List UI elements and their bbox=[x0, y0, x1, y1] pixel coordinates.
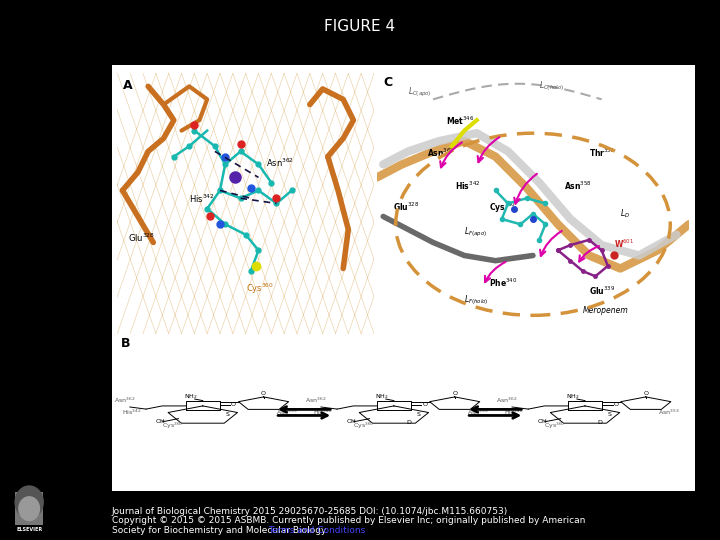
Text: O: O bbox=[261, 392, 266, 396]
Text: Journal of Biological Chemistry 2015 29025670-25685 DOI: (10.1074/jbc.M115.66075: Journal of Biological Chemistry 2015 290… bbox=[112, 507, 508, 516]
Text: OH: OH bbox=[156, 420, 165, 424]
FancyBboxPatch shape bbox=[112, 65, 695, 491]
Polygon shape bbox=[15, 492, 43, 525]
Text: A: A bbox=[122, 79, 132, 92]
Text: O: O bbox=[422, 402, 427, 407]
Text: Asn$^{353}$: Asn$^{353}$ bbox=[467, 407, 488, 416]
Text: His$^{342}$: His$^{342}$ bbox=[189, 193, 215, 205]
Text: Asn$^{353}$: Asn$^{353}$ bbox=[658, 407, 680, 416]
Text: Cys$^{360}$: Cys$^{360}$ bbox=[162, 421, 184, 431]
Text: Glu$^{328}$: Glu$^{328}$ bbox=[392, 201, 419, 213]
Text: C: C bbox=[383, 76, 392, 89]
Bar bbox=[467, 400, 524, 424]
Text: S: S bbox=[225, 412, 229, 417]
Text: Meropenem: Meropenem bbox=[583, 306, 629, 315]
Text: S: S bbox=[416, 412, 420, 417]
Text: Met$^{346}$: Met$^{346}$ bbox=[446, 115, 474, 127]
Text: Copyright © 2015 © 2015 ASBMB. Currently published by Elsevier Inc; originally p: Copyright © 2015 © 2015 ASBMB. Currently… bbox=[112, 516, 585, 525]
Text: NH$_2$: NH$_2$ bbox=[375, 393, 389, 401]
Text: O: O bbox=[231, 402, 236, 407]
Text: His$^{342}$: His$^{342}$ bbox=[455, 180, 480, 192]
Text: D: D bbox=[597, 420, 602, 425]
Text: S: S bbox=[608, 412, 611, 417]
Text: D: D bbox=[406, 420, 411, 425]
Text: Asn$^{362}$: Asn$^{362}$ bbox=[266, 157, 294, 169]
Text: B: B bbox=[120, 338, 130, 350]
Text: NH$_2$: NH$_2$ bbox=[566, 393, 580, 401]
Text: Society for Biochemistry and Molecular Biology.: Society for Biochemistry and Molecular B… bbox=[112, 526, 333, 535]
Circle shape bbox=[19, 497, 40, 521]
Text: Asn$^{362}$: Asn$^{362}$ bbox=[427, 146, 454, 159]
Text: FIGURE 4: FIGURE 4 bbox=[325, 19, 395, 34]
Text: O: O bbox=[452, 392, 457, 396]
Text: Cys$^{360}$: Cys$^{360}$ bbox=[490, 201, 516, 215]
Text: NH$_2$: NH$_2$ bbox=[184, 393, 197, 401]
Text: $L_{C(holo)}$: $L_{C(holo)}$ bbox=[539, 79, 564, 93]
Text: $L_{C(apo)}$: $L_{C(apo)}$ bbox=[408, 85, 432, 99]
Text: Terms and Conditions: Terms and Conditions bbox=[269, 526, 366, 535]
Text: O: O bbox=[643, 392, 648, 396]
Text: His$^{342}$: His$^{342}$ bbox=[122, 407, 141, 416]
Text: Cys$^{360}$: Cys$^{360}$ bbox=[544, 421, 566, 431]
Text: O: O bbox=[613, 402, 618, 407]
Text: OH: OH bbox=[346, 420, 356, 424]
Text: $L_{F(holo)}$: $L_{F(holo)}$ bbox=[464, 293, 489, 307]
Text: $L_{F(apo)}$: $L_{F(apo)}$ bbox=[464, 226, 487, 239]
Text: Asn$^{353}$: Asn$^{353}$ bbox=[276, 407, 297, 416]
Text: Asn$^{362}$: Asn$^{362}$ bbox=[305, 396, 326, 405]
Text: His$^{342}$: His$^{342}$ bbox=[312, 407, 333, 416]
Text: Asn$^{362}$: Asn$^{362}$ bbox=[114, 396, 135, 405]
Text: W$^{601}$: W$^{601}$ bbox=[614, 237, 634, 249]
Text: Cys$^{360}$: Cys$^{360}$ bbox=[246, 281, 274, 296]
Bar bbox=[275, 400, 333, 424]
Text: OH: OH bbox=[538, 420, 547, 424]
Text: Glu$^{328}$: Glu$^{328}$ bbox=[127, 232, 155, 245]
Text: Asn$^{358}$: Asn$^{358}$ bbox=[564, 180, 592, 192]
Text: $L_D$: $L_D$ bbox=[621, 207, 631, 220]
Circle shape bbox=[15, 486, 43, 518]
Text: ELSEVIER: ELSEVIER bbox=[16, 526, 42, 532]
Text: Thr$^{357}$: Thr$^{357}$ bbox=[589, 146, 615, 159]
Text: His$^{342}$: His$^{342}$ bbox=[504, 407, 523, 416]
Text: Phe$^{340}$: Phe$^{340}$ bbox=[490, 276, 518, 289]
Text: Glu$^{339}$: Glu$^{339}$ bbox=[589, 284, 616, 296]
Text: Cys$^{360}$: Cys$^{360}$ bbox=[354, 421, 374, 431]
Text: Asn$^{362}$: Asn$^{362}$ bbox=[496, 396, 517, 405]
